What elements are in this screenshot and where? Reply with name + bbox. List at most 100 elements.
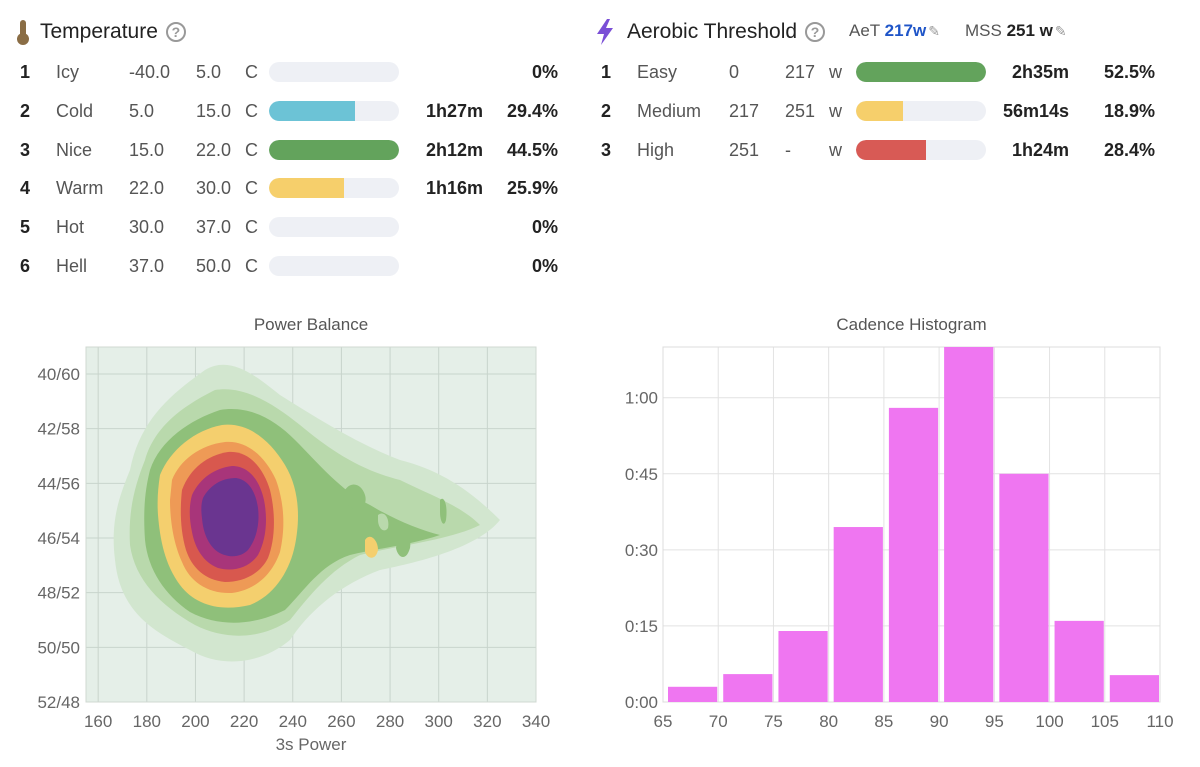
pb-x-tick: 320 [473, 712, 501, 731]
temperature-zone-number: 6 [20, 256, 31, 276]
aet-setting[interactable]: AeT 217w ✎ [849, 21, 940, 41]
temperature-zone-bar [269, 256, 399, 276]
cad-x-tick: 95 [985, 712, 1004, 731]
cadence-bar [1054, 620, 1104, 702]
aerobic-zone-bar [856, 139, 986, 160]
mss-edit-icon[interactable]: ✎ [1054, 23, 1067, 39]
temperature-zone-percent: 25.9% [506, 178, 558, 199]
temperature-zone-name: Hell [56, 256, 88, 276]
aerobic-zone-number: 3 [601, 139, 612, 160]
temperature-zone-unit: C [245, 217, 258, 238]
pb-x-tick: 240 [279, 712, 307, 731]
temperature-zone-max: 37.0 [196, 217, 232, 238]
mss-setting[interactable]: MSS 251 w ✎ [965, 21, 1067, 41]
pb-x-tick: 220 [230, 712, 258, 731]
cadence-bar [723, 674, 773, 702]
aerobic-zone-row: 1 Easy 0 217 w 2h35m 52.5% [0, 58, 1200, 88]
temperature-zone-bar [269, 217, 399, 238]
cad-x-tick: 80 [819, 712, 838, 731]
temperature-zone-name: Cold [56, 100, 94, 121]
pb-x-tick: 260 [327, 712, 355, 731]
aerobic-zone-time: 1h24m [1011, 139, 1069, 160]
temperature-zone-number: 4 [20, 178, 31, 199]
temperature-zone-max: 22.0 [196, 139, 232, 160]
power-balance-contours [113, 364, 500, 662]
aerobic-zone-max: 217 [785, 62, 816, 82]
mss-value: 251 w [1006, 21, 1053, 40]
aerobic-zone-min: 0 [729, 62, 740, 82]
cad-y-tick: 0:00 [625, 693, 658, 712]
cad-y-tick: 0:45 [625, 465, 658, 484]
aerobic-header: Aerobic Threshold ? [595, 18, 826, 46]
aerobic-zone-min: 251 [729, 139, 760, 160]
aerobic-zone-time: 2h35m [1011, 62, 1069, 82]
pb-x-tick: 340 [522, 712, 550, 731]
pb-x-tick: 160 [84, 712, 112, 731]
temperature-zone-min: -40.0 [129, 62, 171, 82]
cadence-bar [999, 473, 1049, 702]
cad-x-tick: 75 [764, 712, 783, 731]
cad-x-tick: 65 [654, 712, 673, 731]
cad-x-tick: 90 [930, 712, 949, 731]
temperature-zone-unit: C [245, 62, 258, 82]
temperature-zone-min: 37.0 [129, 256, 165, 276]
temperature-zone-min: 30.0 [129, 217, 165, 238]
temperature-zone-unit: C [245, 178, 258, 199]
temperature-zone-max: 5.0 [196, 62, 222, 82]
temperature-zone-name: Warm [56, 178, 104, 199]
aerobic-zone-bar-fill [856, 62, 986, 82]
aerobic-zone-bar-fill [856, 139, 927, 160]
cad-y-tick: 0:15 [625, 617, 658, 636]
cadence-bar [778, 631, 828, 702]
cadence-histogram-title: Cadence Histogram [836, 315, 987, 334]
aet-edit-icon[interactable]: ✎ [928, 23, 940, 39]
power-balance-chart: 40/60 42/58 44/56 46/54 48/52 50/50 52/48 160 1… [37, 346, 550, 754]
aerobic-zone-row: 3 High 251 - w 1h24m 28.4% [0, 136, 1200, 166]
aerobic-zone-percent: 52.5% [1103, 62, 1155, 82]
temperature-zone-max: 30.0 [196, 178, 232, 199]
temperature-zone-number: 3 [20, 139, 31, 160]
temperature-zone-name: Nice [56, 139, 93, 160]
cadence-bar [833, 527, 883, 702]
temperature-zone-percent: 0% [531, 256, 558, 276]
temperature-zone-max: 50.0 [196, 256, 232, 276]
temperature-zone-bar [269, 62, 399, 82]
cad-x-tick: 70 [709, 712, 728, 731]
pb-x-tick: 300 [425, 712, 453, 731]
pb-x-tick: 200 [181, 712, 209, 731]
power-balance-xlabel: 3s Power [276, 735, 347, 754]
temperature-zone-unit: C [245, 100, 258, 121]
temperature-zone-percent: 29.4% [506, 100, 558, 121]
aerobic-zone-bar-fill [856, 100, 903, 121]
aerobic-zone-max: 251 [785, 100, 816, 121]
cad-y-tick: 1:00 [625, 389, 658, 408]
aerobic-zone-unit: w [829, 139, 842, 160]
aet-label: AeT [849, 21, 880, 40]
cadence-bar [1109, 675, 1159, 702]
temperature-zone-name: Icy [56, 62, 80, 82]
temperature-zone-bar [269, 178, 399, 199]
temperature-zone-time: 1h16m [425, 178, 483, 199]
aerobic-help-icon[interactable]: ? [805, 22, 826, 42]
temperature-zone-name: Hot [56, 217, 85, 238]
lightning-icon [597, 19, 613, 45]
aerobic-zone-percent: 28.4% [1103, 139, 1155, 160]
temperature-zone-number: 1 [20, 62, 31, 82]
temperature-zone-min: 15.0 [129, 139, 165, 160]
pb-x-tick: 180 [133, 712, 161, 731]
temperature-help-icon[interactable]: ? [165, 22, 186, 42]
temperature-zone-unit: C [245, 139, 258, 160]
temperature-zone-time: 1h27m [425, 100, 483, 121]
temperature-zone-unit: C [245, 256, 258, 276]
pb-y-tick: 40/60 [37, 365, 80, 384]
pb-y-tick: 52/48 [37, 693, 80, 712]
temperature-zone-time: 2h12m [425, 139, 483, 160]
pb-x-tick: 280 [376, 712, 404, 731]
temperature-header: Temperature ? [14, 18, 186, 46]
aerobic-zone-percent: 18.9% [1103, 100, 1155, 121]
aerobic-zone-name: Easy [637, 62, 678, 82]
temperature-zone-number: 2 [20, 100, 31, 121]
temperature-zone-bar [269, 100, 399, 121]
temperature-zone-row: 4 Warm 22.0 30.0 C 1h16m 25.9% [0, 174, 1200, 204]
aet-value: 217w [884, 21, 927, 40]
